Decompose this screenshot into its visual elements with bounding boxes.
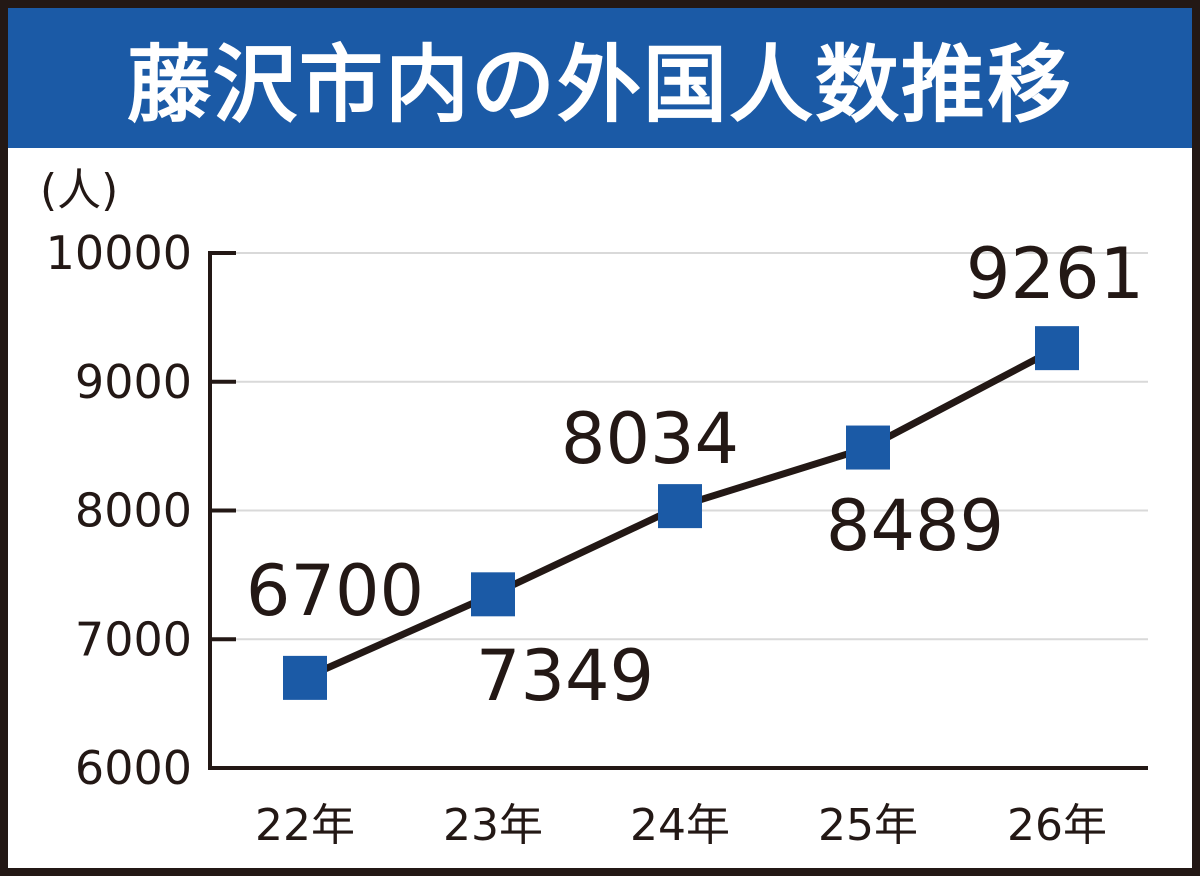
chart-title: 藤沢市内の外国人数推移 [126, 35, 1073, 134]
data-label: 6700 [246, 550, 424, 632]
x-tick-label: 23年 [443, 800, 543, 851]
title-bar: 藤沢市内の外国人数推移 [8, 8, 1192, 148]
y-tick-label: 8000 [75, 484, 192, 538]
y-tick-label: 7000 [75, 612, 192, 666]
data-label: 9261 [966, 233, 1144, 315]
y-tick-label: 9000 [75, 355, 192, 409]
x-tick-label: 25年 [818, 800, 918, 851]
data-point-marker [283, 655, 327, 700]
data-label: 8489 [826, 485, 1004, 567]
data-point-marker [471, 572, 515, 617]
data-point-marker [846, 425, 890, 470]
y-tick-label: 10000 [46, 226, 192, 280]
x-tick-label: 22年 [255, 800, 355, 851]
y-tick-label: 6000 [75, 741, 192, 795]
y-axis-label: (人) [40, 165, 118, 216]
data-point-marker [658, 484, 702, 529]
data-point-marker [1035, 326, 1079, 371]
x-tick-label: 24年 [630, 800, 730, 851]
data-label: 8034 [561, 398, 739, 480]
x-tick-label: 26年 [1007, 800, 1107, 851]
data-label: 7349 [476, 635, 654, 717]
